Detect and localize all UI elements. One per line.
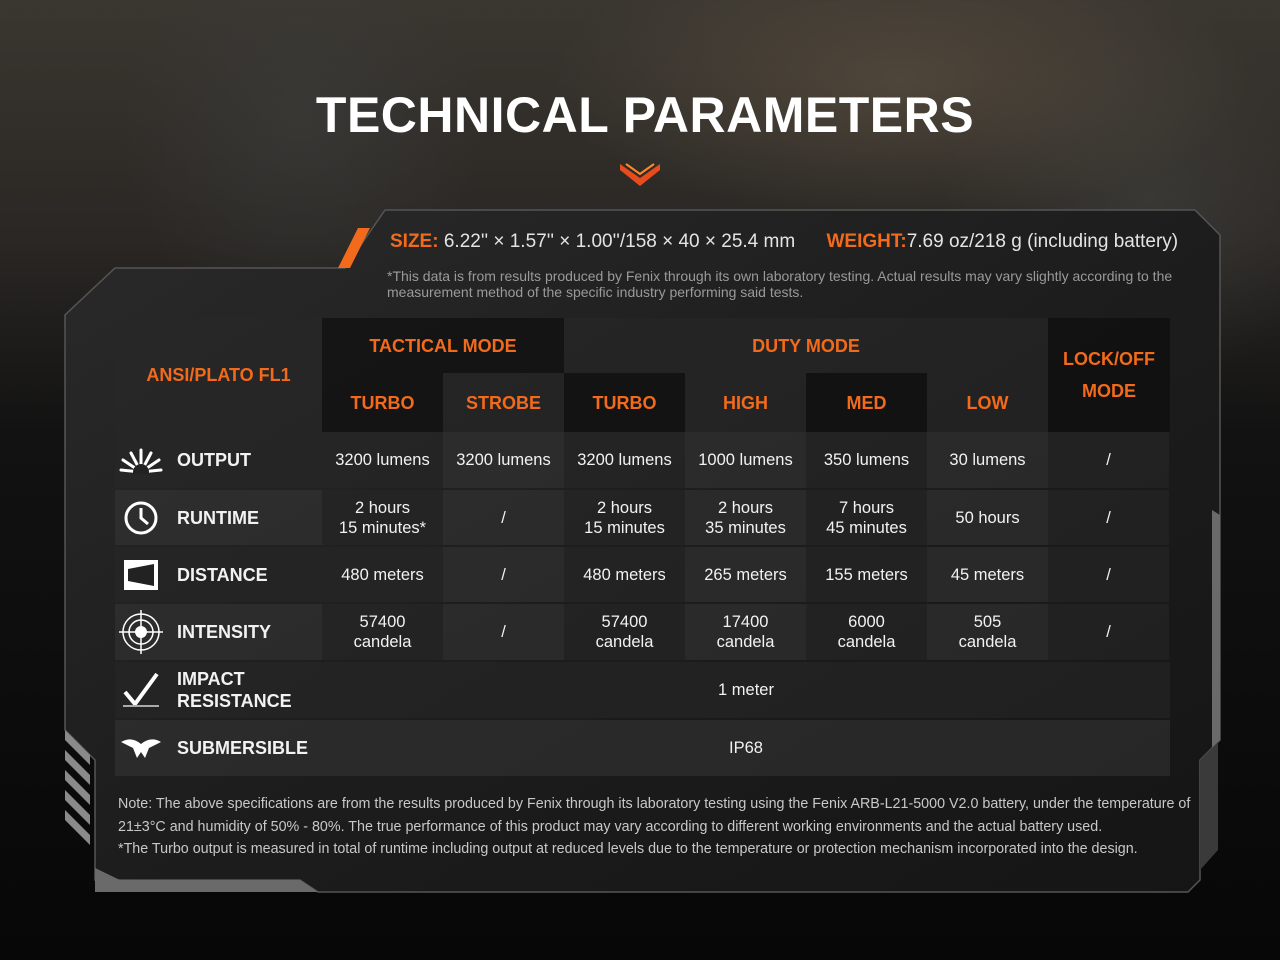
table-cell: 7 hours 45 minutes xyxy=(806,490,927,545)
table-cell: / xyxy=(1048,490,1169,545)
table-cell: 350 lumens xyxy=(806,432,927,488)
table-cell: 505 candela xyxy=(927,604,1048,660)
row-label-impact: IMPACT RESISTANCE xyxy=(115,662,322,718)
table-cell-span: IP68 xyxy=(322,720,1170,776)
clock-icon xyxy=(123,500,169,536)
table-cell: 265 meters xyxy=(685,547,806,602)
row-label-intensity: INTENSITY xyxy=(115,604,322,660)
table-cell: 3200 lumens xyxy=(564,432,685,488)
size-label: SIZE: xyxy=(390,231,439,252)
table-cell: / xyxy=(443,490,564,545)
group-header-tactical: TACTICAL MODE xyxy=(322,318,564,373)
table-cell: 2 hours 15 minutes* xyxy=(322,490,443,545)
row-label-text: INTENSITY xyxy=(177,622,272,642)
weight-label: WEIGHT: xyxy=(826,231,907,252)
corner-header: ANSI/PLATO FL1 xyxy=(115,318,322,432)
row-label-text: DISTANCE xyxy=(177,564,268,585)
weight-value: 7.69 oz/218 g (including battery) xyxy=(906,231,1179,252)
table-cell: 45 meters xyxy=(927,547,1048,602)
table-cell: 2 hours 35 minutes xyxy=(685,490,806,545)
row-label-text: RUNTIME xyxy=(177,507,259,528)
impact-check-icon xyxy=(123,672,169,708)
light-burst-icon xyxy=(119,446,169,474)
mode-header-turbo: TURBO xyxy=(322,373,443,432)
size-value: 6.22'' × 1.57'' × 1.00''/158 × 40 × 25.4… xyxy=(443,231,796,252)
table-cell: 50 hours xyxy=(927,490,1048,545)
footnote: Note: The above specifications are from … xyxy=(118,796,1191,857)
mode-header-turbo: TURBO xyxy=(564,373,685,432)
chevron-down-icon xyxy=(620,163,660,186)
target-icon xyxy=(119,610,169,654)
table-cell: / xyxy=(443,604,564,660)
table-cell: 57400 candela xyxy=(564,604,685,660)
mode-header-strobe: STROBE xyxy=(443,373,564,432)
table-cell: 1000 lumens xyxy=(685,432,806,488)
mode-header-low: LOW xyxy=(927,373,1048,432)
row-label-runtime: RUNTIME xyxy=(115,490,322,545)
row-label-output: OUTPUT xyxy=(115,432,322,488)
table-cell: / xyxy=(1048,604,1169,660)
table-cell: 3200 lumens xyxy=(443,432,564,488)
table-cell: 30 lumens xyxy=(927,432,1048,488)
row-label-text: OUTPUT xyxy=(177,450,251,470)
group-header-duty: DUTY MODE xyxy=(564,318,1048,373)
mode-header-high: HIGH xyxy=(685,373,806,432)
table-cell: 17400 candela xyxy=(685,604,806,660)
table-cell: / xyxy=(1048,432,1169,488)
table-cell: 155 meters xyxy=(806,547,927,602)
table-cell: 57400 candela xyxy=(322,604,443,660)
group-header-lockoff: LOCK/OFF MODE xyxy=(1048,318,1170,432)
table-cell: 480 meters xyxy=(564,547,685,602)
table-cell-span: 1 meter xyxy=(322,662,1170,718)
table-cell: / xyxy=(1048,547,1169,602)
disclaimer: *This data is from results produced by F… xyxy=(387,268,1173,300)
table-cell: 480 meters xyxy=(322,547,443,602)
size-weight-line: SIZE: 6.22'' × 1.57'' × 1.00''/158 × 40 … xyxy=(390,231,1178,253)
table-cell: 6000 candela xyxy=(806,604,927,660)
row-label-text: SUBMERSIBLE xyxy=(177,738,309,758)
page-title: TECHNICAL PARAMETERS xyxy=(315,87,975,143)
table-cell: 2 hours 15 minutes xyxy=(564,490,685,545)
water-icon xyxy=(121,736,169,760)
mode-header-med: MED xyxy=(806,373,927,432)
row-label-text: IMPACT RESISTANCE xyxy=(177,669,292,711)
row-label-submersible: SUBMERSIBLE xyxy=(115,720,322,776)
beam-distance-icon xyxy=(123,559,169,591)
table-cell: / xyxy=(443,547,564,602)
row-label-distance: DISTANCE xyxy=(115,547,322,602)
table-cell: 3200 lumens xyxy=(322,432,443,488)
